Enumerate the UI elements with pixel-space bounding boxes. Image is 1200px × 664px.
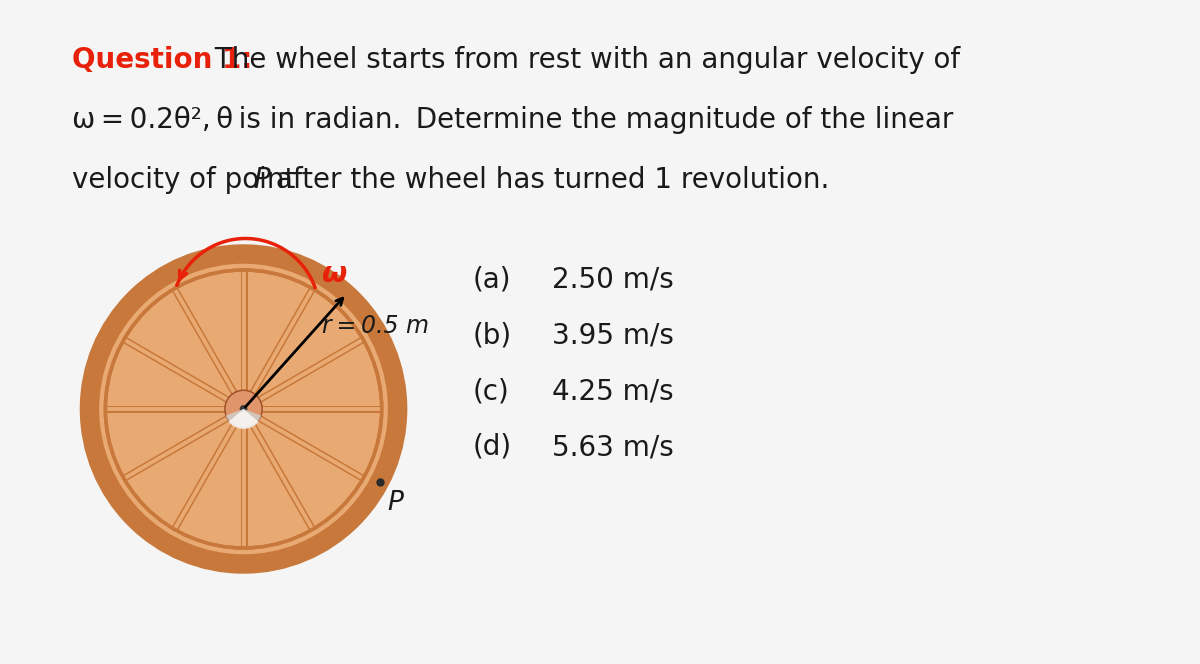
Text: 5.63 m/s: 5.63 m/s	[552, 433, 673, 461]
Circle shape	[240, 406, 247, 412]
Circle shape	[224, 390, 263, 428]
Text: The wheel starts from rest with an angular velocity of: The wheel starts from rest with an angul…	[205, 46, 960, 74]
Text: P: P	[253, 166, 270, 194]
Text: (a): (a)	[472, 265, 511, 293]
Circle shape	[97, 262, 390, 556]
Text: ω: ω	[320, 260, 346, 288]
Wedge shape	[228, 409, 259, 429]
Text: ω = 0.2θ², θ is in radian.  Determine the magnitude of the linear: ω = 0.2θ², θ is in radian. Determine the…	[72, 106, 953, 134]
Circle shape	[226, 391, 262, 427]
Text: r = 0.5 m: r = 0.5 m	[322, 313, 430, 338]
Text: (c): (c)	[472, 377, 509, 405]
Text: 2.50 m/s: 2.50 m/s	[552, 265, 673, 293]
Text: Question 1:: Question 1:	[72, 46, 252, 74]
Text: (d): (d)	[472, 433, 511, 461]
Circle shape	[90, 254, 397, 564]
Text: (b): (b)	[472, 321, 511, 349]
Text: 3.95 m/s: 3.95 m/s	[552, 321, 673, 349]
Text: 4.25 m/s: 4.25 m/s	[552, 377, 673, 405]
Text: after the wheel has turned 1 revolution.: after the wheel has turned 1 revolution.	[268, 166, 829, 194]
Text: P: P	[388, 490, 403, 516]
Text: velocity of point: velocity of point	[72, 166, 304, 194]
Wedge shape	[226, 409, 262, 428]
